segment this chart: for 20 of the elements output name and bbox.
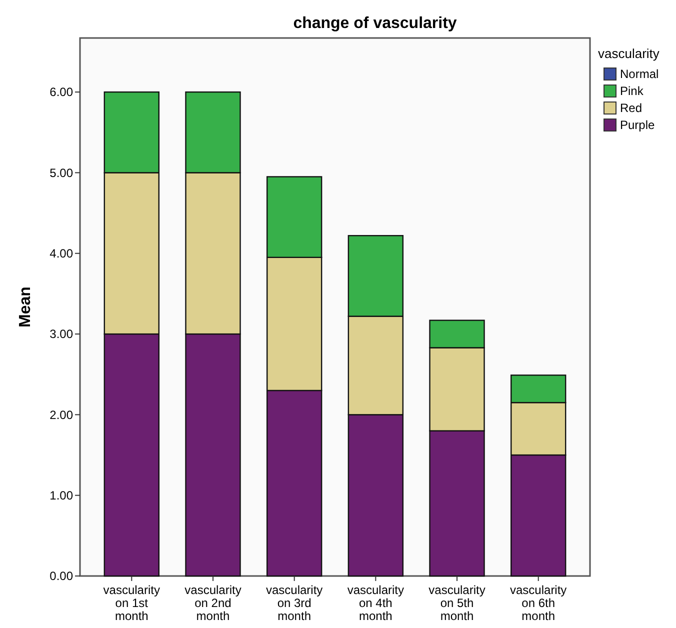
y-tick-label: 4.00 xyxy=(50,246,74,261)
chart-title: change of vascularity xyxy=(293,15,457,32)
y-tick-label: 1.00 xyxy=(50,488,74,503)
legend-label: Normal xyxy=(620,67,659,82)
x-tick-label: vascularity on 5th month xyxy=(428,583,486,623)
y-tick-label: 6.00 xyxy=(50,85,74,100)
y-tick-label: 0.00 xyxy=(50,569,74,584)
y-axis-title: Mean xyxy=(17,286,34,328)
x-tick-label: vascularity on 2nd month xyxy=(184,583,242,623)
y-tick-label: 5.00 xyxy=(50,166,74,180)
y-tick-label: 3.00 xyxy=(50,327,74,342)
x-tick-label: vascularity on 3rd month xyxy=(266,583,323,623)
y-tick-label: 2.00 xyxy=(50,408,74,422)
legend-label: Red xyxy=(620,101,642,116)
legend-title: vascularity xyxy=(598,46,660,61)
legend-label: Purple xyxy=(620,118,656,132)
x-tick-label: vascularity on 6th month xyxy=(510,583,567,623)
legend-label: Pink xyxy=(620,84,644,98)
x-tick-label: vascularity on 1st month xyxy=(103,583,160,623)
x-tick-label: vascularity on 4th month xyxy=(347,583,404,623)
